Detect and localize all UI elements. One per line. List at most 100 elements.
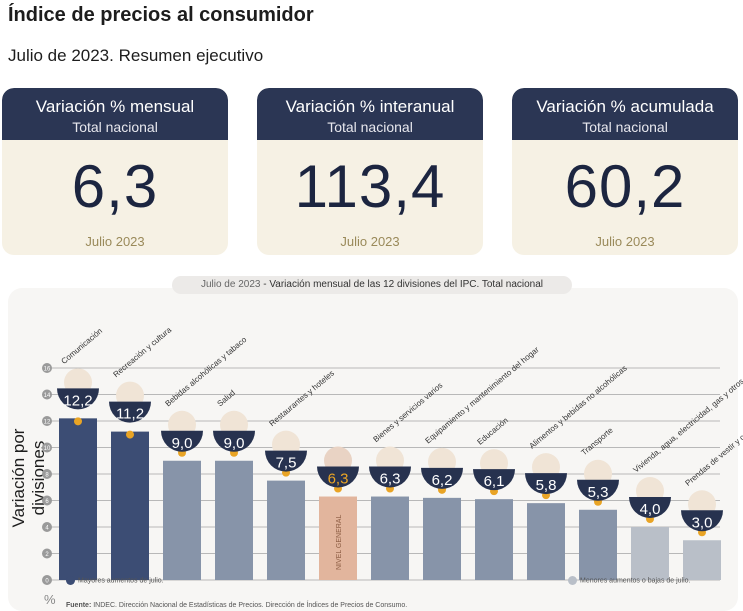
- value-label: 4,0: [640, 501, 661, 518]
- y-tick-marker: [42, 522, 52, 532]
- y-tick-label: 6: [45, 499, 49, 505]
- legend-label: Mayores aumentos de julio.: [78, 577, 164, 585]
- bar: [371, 496, 409, 580]
- card-yearly: Variación % interanual Total nacional 113…: [257, 88, 483, 255]
- card-title: Variación % acumulada: [536, 97, 714, 116]
- y-tick-marker: [42, 495, 52, 506]
- card-accumulated: Variación % acumulada Total nacional 60,2…: [512, 88, 738, 255]
- bar: [215, 460, 253, 580]
- y-tick-label: 12: [44, 420, 51, 426]
- bar: [163, 460, 201, 580]
- category-label: Recreación y cultura: [112, 325, 174, 379]
- value-label: 6,3: [380, 471, 401, 488]
- value-bowl: [317, 466, 359, 488]
- y-tick-label: 2: [45, 552, 49, 558]
- y-tick-marker: [42, 469, 52, 479]
- source-note: Fuente: INDEC. Dirección Nacional de Est…: [66, 602, 407, 609]
- value-label: 6,3: [328, 471, 349, 488]
- y-tick-marker: [42, 575, 52, 585]
- legend-swatch: [568, 576, 577, 585]
- value-dot: [126, 430, 134, 439]
- bar: [111, 431, 149, 580]
- legend-label: Menores aumentos o bajas de julio.: [580, 577, 691, 585]
- bar: [59, 418, 97, 580]
- value-label: 6,2: [432, 472, 453, 489]
- card-footer: Julio 2023: [340, 234, 400, 249]
- y-tick-label: 0: [45, 579, 49, 585]
- chart-title: Julio de 2023 - Variación mensual de las…: [172, 276, 572, 294]
- card-subtitle: Total nacional: [72, 119, 158, 135]
- category-label: Educación: [476, 416, 510, 447]
- legend-swatch: [66, 576, 75, 585]
- value-bowl: [577, 479, 619, 501]
- bar: [683, 540, 721, 580]
- category-label: Equipamiento y mantenimiento del hogar: [424, 345, 541, 446]
- source-label: Fuente:: [66, 602, 92, 609]
- y-tick-label: 10: [44, 446, 51, 452]
- category-label: NIVEL GENERAL: [336, 515, 343, 570]
- bar: [267, 480, 305, 580]
- value-label: 9,0: [224, 435, 245, 452]
- y-tick-marker: [42, 389, 52, 400]
- bar: [423, 497, 461, 580]
- chart-title-text: - Variación mensual de las 12 divisiones…: [260, 279, 544, 290]
- card-value: 113,4: [294, 153, 446, 220]
- category-label: Transporte: [580, 425, 616, 457]
- legend-low: Menores aumentos o bajas de julio.: [568, 576, 691, 585]
- y-tick-marker: [42, 442, 52, 453]
- card-value: 6,3: [71, 153, 159, 220]
- category-label: Restaurantes y hoteles: [268, 369, 336, 428]
- legend-high: Mayores aumentos de julio.: [66, 576, 164, 585]
- source-text: INDEC. Dirección Nacional de Estadística…: [91, 602, 408, 609]
- y-axis-unit: %: [44, 592, 56, 607]
- value-bowl: [421, 467, 463, 489]
- value-label: 3,0: [692, 514, 713, 531]
- value-bowl: [161, 430, 203, 452]
- card-subtitle: Total nacional: [327, 119, 413, 135]
- value-bowl: [629, 497, 671, 518]
- value-bowl: [681, 510, 723, 532]
- value-label: 9,0: [172, 435, 193, 452]
- value-label: 7,5: [276, 455, 297, 472]
- y-tick-marker: [42, 363, 52, 373]
- card-title: Variación % interanual: [285, 97, 455, 116]
- bar: [475, 499, 513, 580]
- value-label: 5,3: [588, 484, 609, 501]
- card-footer: Julio 2023: [595, 234, 655, 249]
- card-title: Variación % mensual: [35, 97, 195, 116]
- value-bowl: [369, 466, 411, 488]
- value-bowl: [525, 473, 567, 495]
- chart-title-date: Julio de 2023: [200, 279, 261, 290]
- y-tick-label: 4: [45, 526, 49, 532]
- category-label: Salud: [216, 388, 237, 408]
- value-label: 5,8: [536, 477, 557, 494]
- card-footer: Julio 2023: [85, 234, 145, 249]
- value-bowl: [265, 450, 307, 472]
- value-bowl: [109, 401, 151, 423]
- bar: [579, 509, 617, 580]
- value-label: 6,1: [484, 473, 505, 490]
- value-label: 11,2: [116, 406, 144, 423]
- value-label: 12,2: [63, 392, 92, 409]
- y-tick-label: 16: [44, 367, 51, 373]
- value-bowl: [213, 430, 255, 452]
- y-tick-marker: [42, 416, 52, 426]
- y-tick-label: 14: [44, 393, 51, 399]
- category-label: Alimentos y bebidas no alcohólicas: [528, 364, 629, 451]
- value-bowl: [57, 388, 99, 410]
- bar: [631, 527, 669, 580]
- y-tick-label: 8: [45, 473, 49, 479]
- value-dot: [74, 417, 82, 426]
- page-subtitle: Julio de 2023. Resumen ejecutivo: [8, 46, 264, 65]
- card-monthly: Variación % mensual Total nacional 6,3 Ju…: [2, 88, 228, 255]
- category-label: Comunicación: [60, 326, 105, 365]
- y-tick-marker: [42, 548, 52, 559]
- value-bowl: [473, 469, 515, 491]
- bar: [527, 503, 565, 580]
- card-subtitle: Total nacional: [582, 119, 668, 135]
- category-label: Bebidas alcohólicas y tabaco: [164, 335, 249, 409]
- bar: [319, 496, 357, 580]
- page-title: Índice de precios al consumidor: [8, 4, 314, 26]
- card-value: 60,2: [564, 153, 686, 220]
